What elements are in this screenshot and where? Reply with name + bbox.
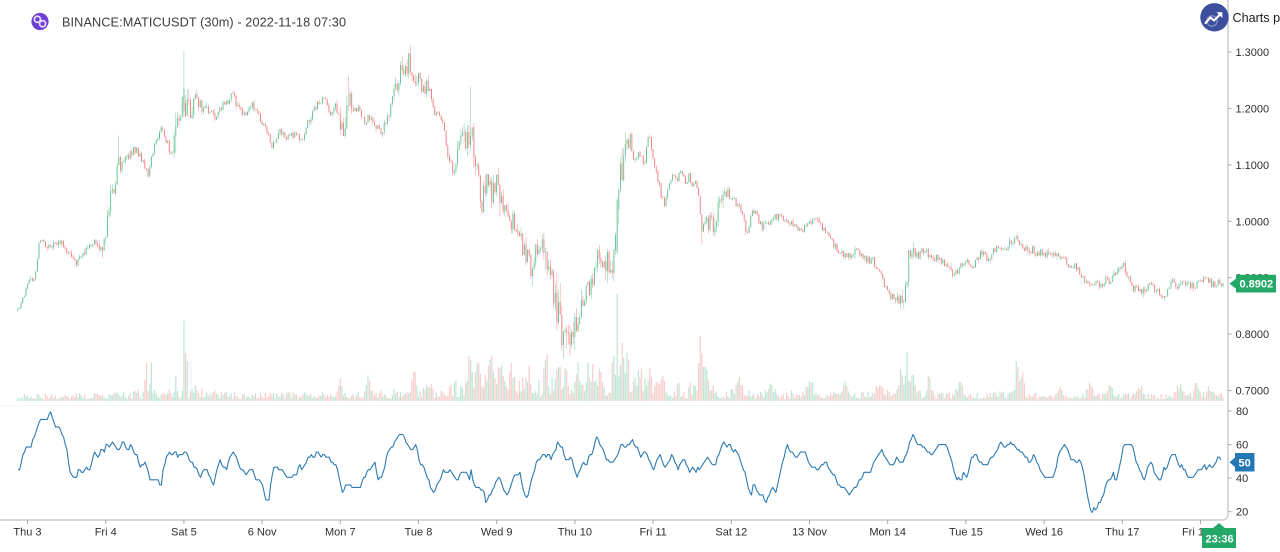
svg-text:Thu 17: Thu 17 [1105,527,1139,539]
svg-text:6 Nov: 6 Nov [248,527,277,539]
svg-text:Sat 5: Sat 5 [171,527,197,539]
svg-text:Fri 4: Fri 4 [95,527,117,539]
svg-text:0.8902: 0.8902 [1240,278,1274,290]
svg-text:1.2000: 1.2000 [1236,103,1270,115]
svg-text:40: 40 [1236,473,1248,485]
svg-text:1.3000: 1.3000 [1236,47,1270,59]
svg-text:1.0000: 1.0000 [1236,216,1270,228]
svg-text:20: 20 [1236,507,1248,519]
svg-text:Fri 11: Fri 11 [639,527,666,539]
svg-text:Tue 8: Tue 8 [405,527,433,539]
svg-text:50: 50 [1239,458,1251,470]
svg-text:Thu 10: Thu 10 [558,527,592,539]
svg-text:Tue 15: Tue 15 [949,527,983,539]
svg-text:Mon 7: Mon 7 [325,527,356,539]
svg-text:Sat 12: Sat 12 [715,527,747,539]
svg-text:60: 60 [1236,440,1248,452]
svg-text:Wed 16: Wed 16 [1025,527,1063,539]
svg-text:Mon 14: Mon 14 [869,527,906,539]
svg-text:13 Nov: 13 Nov [792,527,827,539]
svg-text:BINANCE:MATICUSDT (30m) - 2022: BINANCE:MATICUSDT (30m) - 2022-11-18 07:… [62,16,346,30]
svg-text:0.8000: 0.8000 [1236,329,1270,341]
svg-text:0.7000: 0.7000 [1236,386,1270,398]
svg-text:23:36: 23:36 [1206,534,1234,546]
svg-text:80: 80 [1236,406,1248,418]
svg-text:Wed 9: Wed 9 [481,527,513,539]
svg-text:Charts powered by TradingView: Charts powered by TradingView [1233,11,1280,25]
svg-text:1.1000: 1.1000 [1236,160,1270,172]
svg-text:Thu 3: Thu 3 [13,527,41,539]
